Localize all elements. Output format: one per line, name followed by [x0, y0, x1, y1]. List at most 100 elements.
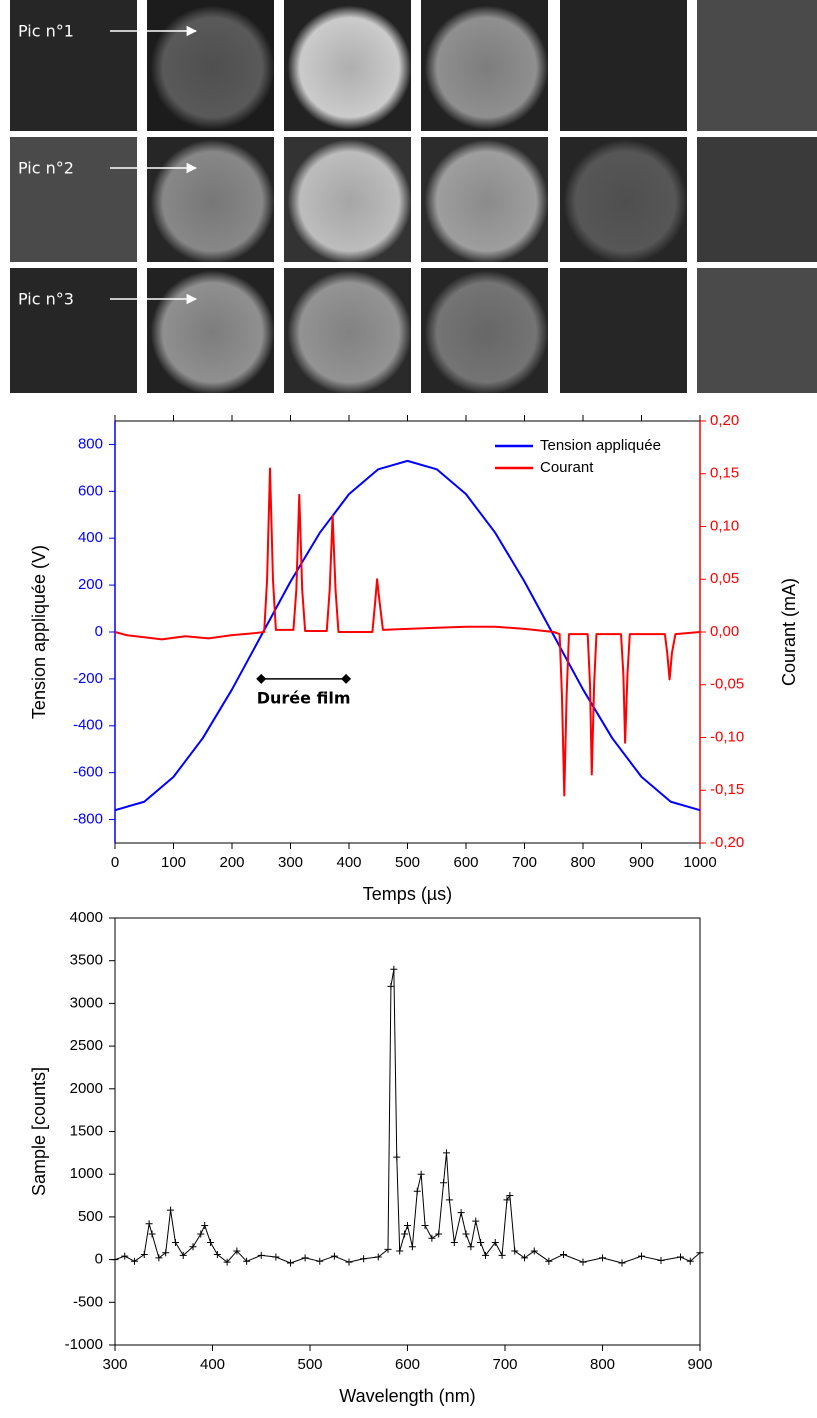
data-point	[472, 1217, 480, 1225]
plasma-disc	[424, 5, 549, 130]
data-point	[686, 1257, 694, 1265]
x-tick-label: 800	[570, 854, 595, 871]
series-line	[114, 467, 701, 797]
data-point	[121, 1252, 129, 1260]
x-tick-label: 300	[278, 854, 303, 871]
y2-tick-label: -0,20	[710, 834, 744, 851]
data-point	[233, 1247, 241, 1255]
image-cell	[697, 0, 817, 131]
data-point	[638, 1252, 645, 1260]
data-point	[530, 1247, 538, 1255]
y-tick-label: 2500	[70, 1037, 103, 1054]
plasma-disc	[563, 139, 688, 264]
x-tick-label: 200	[219, 854, 244, 871]
data-point	[390, 965, 398, 973]
data-point	[401, 1230, 409, 1238]
data-point	[457, 1209, 465, 1217]
plasma-disc	[287, 139, 412, 264]
legend-label: Courant	[540, 459, 594, 476]
x-tick-label: 600	[395, 1356, 420, 1373]
data-point	[599, 1254, 606, 1262]
x-tick-label: 400	[200, 1356, 225, 1373]
plot-frame	[114, 917, 701, 1346]
annotation-end	[256, 673, 267, 684]
data-point	[696, 1249, 704, 1257]
data-point	[301, 1254, 309, 1262]
data-point	[503, 1196, 511, 1204]
x-axis-title: Wavelength (nm)	[339, 1386, 475, 1406]
data-point	[189, 1243, 197, 1251]
data-point	[213, 1250, 221, 1258]
y-tick-label: 600	[78, 482, 103, 499]
x-tick-label: 600	[453, 854, 478, 871]
y-tick-label: 500	[78, 1208, 103, 1225]
x-tick-label: 1000	[683, 854, 716, 871]
y2-tick-label: 0,20	[710, 412, 739, 429]
x-axis-title: Temps (µs)	[363, 884, 452, 904]
x-tick-label: 500	[297, 1356, 322, 1373]
data-point	[387, 982, 395, 990]
y-tick-label: 1500	[70, 1122, 103, 1139]
plasma-disc	[424, 270, 549, 395]
data-point	[618, 1259, 626, 1267]
x-tick-label: 800	[590, 1356, 615, 1373]
data-point	[162, 1249, 170, 1257]
y-axis-title: Tension appliquée (V)	[29, 545, 49, 719]
data-point	[145, 1220, 153, 1228]
data-point	[450, 1239, 458, 1247]
y-tick-label: 4000	[70, 909, 103, 926]
image-cell	[560, 0, 687, 131]
y2-tick-label: 0,05	[710, 570, 739, 587]
x-tick-label: 900	[629, 854, 654, 871]
y2-tick-label: -0,15	[710, 781, 744, 798]
image-cell	[10, 0, 137, 131]
y-tick-label: 0	[95, 623, 103, 640]
image-cell	[697, 268, 817, 393]
data-point	[477, 1239, 485, 1247]
data-point	[677, 1253, 684, 1261]
data-point	[413, 1187, 421, 1195]
y-tick-label: 200	[78, 576, 103, 593]
data-point	[131, 1257, 138, 1265]
data-point	[287, 1259, 294, 1267]
legend-label: Tension appliquée	[540, 437, 661, 454]
data-point	[428, 1234, 436, 1242]
x-tick-label: 400	[336, 854, 361, 871]
plasma-disc	[150, 270, 275, 395]
data-point	[498, 1251, 506, 1259]
y-tick-label: -800	[73, 811, 103, 828]
data-point	[360, 1255, 368, 1263]
data-point	[417, 1170, 425, 1178]
data-point	[330, 1252, 338, 1260]
series-line	[114, 968, 701, 1264]
y2-tick-label: 0,00	[710, 623, 739, 640]
data-point	[111, 1256, 119, 1264]
data-point	[443, 1149, 450, 1157]
data-point	[482, 1251, 489, 1259]
data-point	[506, 1192, 514, 1200]
y-tick-label: -200	[73, 670, 103, 687]
data-point	[243, 1257, 251, 1265]
data-point	[155, 1254, 163, 1262]
data-point	[560, 1250, 567, 1258]
annotation-text: Durée film	[257, 688, 351, 707]
y-tick-label: 800	[78, 435, 103, 452]
data-point	[435, 1230, 443, 1238]
data-point	[374, 1253, 382, 1261]
data-point	[345, 1258, 353, 1266]
y-tick-label: 1000	[70, 1165, 103, 1182]
data-point	[467, 1243, 475, 1251]
y2-tick-label: 0,15	[710, 465, 739, 482]
panel-label: Pic n°2	[18, 159, 74, 178]
x-tick-label: 900	[687, 1356, 712, 1373]
data-point	[179, 1251, 187, 1259]
data-point	[440, 1179, 448, 1187]
image-cell	[10, 268, 137, 393]
plasma-disc	[150, 139, 275, 264]
plasma-disc	[287, 5, 412, 130]
y-tick-label: 3000	[70, 994, 103, 1011]
series-line	[114, 459, 701, 812]
data-point	[201, 1221, 209, 1229]
data-point	[462, 1230, 470, 1238]
